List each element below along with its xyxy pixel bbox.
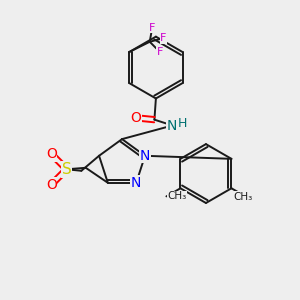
Text: F: F [157,47,163,57]
Text: N: N [166,119,177,133]
Text: H: H [178,117,188,130]
Text: CH₃: CH₃ [233,192,253,202]
Text: N: N [140,149,150,163]
Text: O: O [46,178,57,192]
Text: CH₃: CH₃ [167,191,186,201]
Text: S: S [62,162,71,177]
Text: O: O [131,111,142,125]
Text: N: N [131,176,141,190]
Text: F: F [149,23,155,33]
Text: O: O [46,147,57,161]
Text: F: F [160,33,167,43]
